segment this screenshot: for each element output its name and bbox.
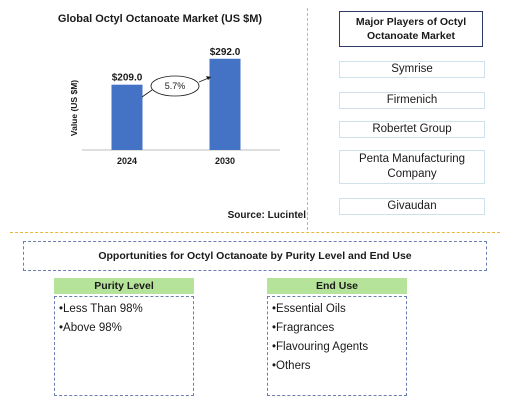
segment-header-purity-level: Purity Level <box>54 278 194 294</box>
cagr-arrowhead <box>206 76 211 80</box>
player-symrise: Symrise <box>339 61 485 78</box>
player-firmenich: Firmenich <box>339 92 485 109</box>
vertical-divider <box>307 8 308 230</box>
data-label-2030: $292.0 <box>210 47 241 58</box>
x-tick-label-2024: 2024 <box>117 156 137 166</box>
bar-2024 <box>111 84 143 150</box>
source-label: Source: Lucintel <box>227 210 306 221</box>
data-label-2024: $209.0 <box>112 73 143 84</box>
bar-chart: Value (US $M) $209.0 2024 $292.0 2030 5.7% <box>69 47 280 166</box>
cagr-annotation: 5.7% <box>150 75 200 97</box>
cagr-connector-left <box>141 89 153 98</box>
segment-header-end-use: End Use <box>267 278 407 294</box>
segment-item: Essential Oils <box>272 300 402 319</box>
segment-item: Flavouring Agents <box>272 338 402 357</box>
segment-item: Fragrances <box>272 319 402 338</box>
cagr-ellipse <box>150 75 200 97</box>
opportunities-title: Opportunities for Octyl Octanoate by Pur… <box>23 241 487 271</box>
player-penta-manufacturing: Penta Manufacturing Company <box>339 150 485 184</box>
segment-item: Others <box>272 357 402 376</box>
player-robertet-group: Robertet Group <box>339 121 485 138</box>
y-axis-label: Value (US $M) <box>69 80 79 136</box>
x-tick-label-2030: 2030 <box>215 156 235 166</box>
segment-list-end-use: Essential Oils Fragrances Flavouring Age… <box>267 296 407 396</box>
segment-item: Above 98% <box>59 319 189 338</box>
player-givaudan: Givaudan <box>339 198 485 215</box>
cagr-label: 5.7% <box>165 81 186 91</box>
segment-list-purity-level: Less Than 98% Above 98% <box>54 296 194 396</box>
players-title: Major Players of Octyl Octanoate Market <box>339 11 483 47</box>
bar-2030 <box>209 58 241 150</box>
horizontal-divider <box>10 232 500 233</box>
chart-title: Global Octyl Octanoate Market (US $M) <box>57 13 263 25</box>
segment-item: Less Than 98% <box>59 300 189 319</box>
